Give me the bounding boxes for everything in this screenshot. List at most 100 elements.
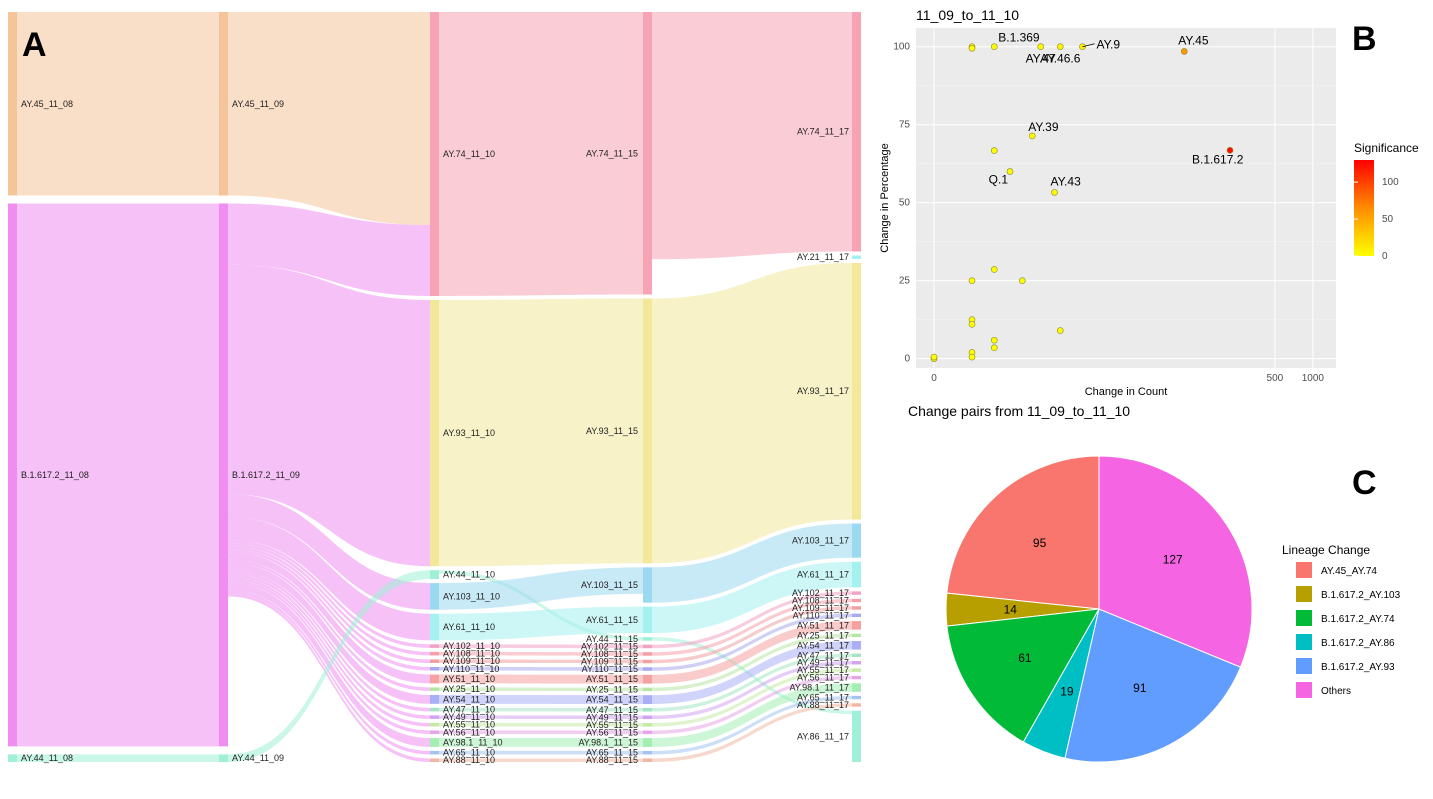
sankey-node-ay-25-11-15 (643, 687, 652, 692)
colorbar-tick-label: 100 (1382, 177, 1399, 188)
scatter-point (930, 353, 938, 361)
sankey-node-label: AY.98.1_11_15 (578, 738, 638, 748)
sankey-node-ay-110-11-17 (852, 613, 861, 618)
sankey-link (228, 494, 430, 610)
sankey-link (17, 754, 219, 762)
sankey-node-ay-56-11-15 (643, 730, 652, 735)
y-axis-title: Change in Percentage (879, 143, 891, 252)
sankey-node-label: AY.49_11_10 (443, 712, 495, 722)
sankey-node-label: AY.45_11_09 (232, 99, 284, 109)
sankey-link (17, 12, 219, 196)
sankey-node-label: AY.86_11_17 (797, 731, 849, 741)
pie-slice-value: 91 (1133, 681, 1147, 695)
sankey-link (439, 298, 643, 567)
sankey-node-label: AY.108_11_15 (581, 649, 638, 659)
sankey-node-ay-103-11-17 (852, 523, 861, 558)
sankey-link (652, 683, 852, 747)
sankey-node-ay-93-11-17 (852, 262, 861, 520)
sankey-link (652, 661, 852, 720)
sankey-node-ay-54-11-17 (852, 641, 861, 650)
sankey-node-ay-65-11-17 (852, 695, 861, 700)
sankey-node-label: AY.93_11_10 (443, 428, 495, 438)
sankey-node-label: AY.25_11_17 (797, 630, 849, 640)
sankey-node-label: AY.88_11_17 (797, 700, 849, 710)
sankey-link (652, 668, 852, 727)
sankey-link (228, 570, 430, 762)
sankey-link (652, 641, 852, 704)
legend-key-b-1-617-2-ay-74 (1296, 610, 1312, 626)
scatter-point (968, 44, 976, 52)
sankey-node-ay-102-11-17 (852, 591, 861, 595)
y-tick-label: 0 (904, 354, 910, 365)
sankey-node-ay-61-11-17 (852, 561, 861, 588)
sankey-node-label: AY.88_11_10 (443, 755, 495, 765)
sankey-node-label: AY.65_11_10 (443, 748, 495, 758)
sankey-node-ay-109-11-10 (430, 659, 439, 663)
sankey-link (439, 730, 643, 735)
sankey-node-ay-51-11-15 (643, 674, 652, 684)
sankey-node-ay-55-11-10 (430, 722, 439, 727)
pie-slice-value: 95 (1033, 536, 1047, 550)
sankey-link (228, 562, 430, 704)
sankey-node-ay-108-11-15 (643, 652, 652, 656)
sankey-node-ay-109-11-15 (643, 659, 652, 664)
sankey-node-ay-47-11-17 (852, 653, 861, 658)
sankey-node-label: AY.47_11_17 (797, 650, 849, 660)
point-label-ay-46-6: AY.46.6 (1040, 52, 1081, 66)
sankey-link (228, 516, 430, 641)
scatter-point (990, 344, 998, 352)
pie-slice-values: 95 14 61 19 91 127 (1004, 536, 1183, 699)
sankey-node-label: AY.54_11_15 (586, 695, 638, 705)
sankey-node-label: AY.65_11_17 (797, 693, 849, 703)
sankey-node-ay-98-1-11-10 (430, 738, 439, 747)
scatter-point (968, 353, 976, 361)
sankey-node-label: AY.54_11_10 (443, 694, 495, 704)
sankey-node-ay-102-11-15 (643, 644, 652, 649)
pie-slice-value: 61 (1018, 651, 1032, 665)
scatter-point (1037, 43, 1045, 51)
sankey-node-label: AY.44_11_15 (586, 634, 638, 644)
sankey-link (228, 559, 430, 691)
sankey-link (652, 621, 852, 684)
pie-slice-ay-45-ay-74 (946, 455, 1100, 610)
scatter-point (1056, 43, 1064, 51)
sankey-link (228, 570, 430, 712)
sankey-node-ay-45-11-09 (219, 12, 228, 196)
sankey-node-ay-93-11-15 (643, 298, 652, 564)
panel-letter-a: A (22, 26, 47, 64)
sankey-node-label: AY.102_11_15 (581, 641, 638, 651)
sankey-labels: AY.45_11_08 B.1.617.2_11_08 AY.44_11_08 AY.… (21, 99, 849, 765)
sankey-node-label: AY.44_11_10 (443, 570, 495, 580)
sankey-node-label: AY.110_11_17 (793, 610, 849, 620)
sankey-node-ay-51-11-17 (852, 621, 861, 630)
sankey-node-label: AY.51_11_10 (443, 674, 495, 684)
point-label-ay-45: AY.45 (1178, 33, 1209, 47)
sankey-node-b-1-617-2-11-08 (8, 203, 17, 747)
sankey-link (228, 590, 430, 755)
sankey-link (652, 653, 852, 712)
sankey-node-ay-108-11-10 (430, 651, 439, 656)
sankey-link (228, 549, 430, 671)
y-tick-label: 50 (899, 198, 911, 209)
legend-key-ay-45-ay-74 (1296, 562, 1312, 578)
sankey-link (652, 613, 852, 671)
sankey-node-ay-25-11-10 (430, 687, 439, 691)
legend-key-b-1-617-2-ay-103 (1296, 586, 1312, 602)
sankey-node-label: AY.51_11_15 (586, 674, 638, 684)
sankey-node-ay-74-11-10 (430, 12, 439, 296)
sankey-node-ay-49-11-10 (430, 715, 439, 719)
sankey-node-label: AY.74_11_15 (586, 148, 638, 158)
sankey-node-label: AY.98.1_11_10 (443, 737, 503, 747)
sankey-node-label: AY.54_11_17 (797, 640, 849, 650)
point-label-ay-39: AY.39 (1028, 120, 1059, 134)
point-label-b-1-369: B.1.369 (998, 31, 1040, 45)
significance-legend-title: Significance (1354, 141, 1419, 155)
sankey-node-label: AY.49_11_17 (797, 658, 849, 668)
pie-title: Change pairs from 11_09_to_11_10 (908, 403, 1130, 419)
sankey-link (652, 561, 852, 634)
sankey-node-label: AY.49_11_15 (586, 712, 638, 722)
sankey-node-label: AY.103_11_17 (792, 536, 849, 546)
sankey-node-label: AY.108_11_10 (443, 649, 500, 659)
sankey-link (439, 12, 643, 296)
